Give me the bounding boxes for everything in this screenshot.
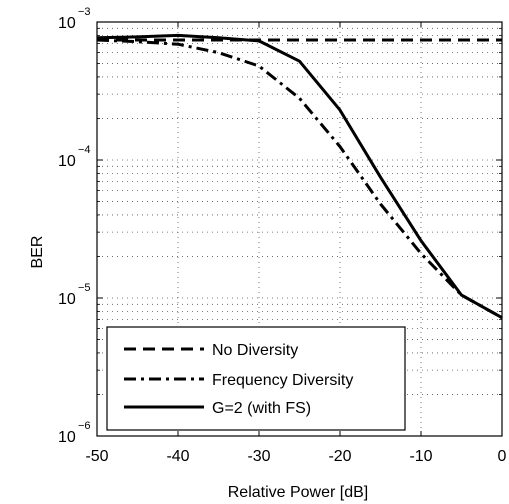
y-tick-label: 10−4 <box>58 144 91 170</box>
plot-frame <box>96 21 503 437</box>
series-lines <box>96 33 503 320</box>
y-tick-label-exponent: −6 <box>78 420 91 432</box>
x-tick-label: 0 <box>498 448 507 465</box>
x-tick-label: -40 <box>166 448 189 465</box>
series-line-frequency-diversity <box>96 38 503 320</box>
x-tick-labels: -50 -40 -30 -20 -10 0 <box>85 448 506 465</box>
y-tick-label-base: 10 <box>58 15 76 32</box>
legend-label-frequency-diversity: Frequency Diversity <box>212 372 353 389</box>
axis-ticks <box>96 21 503 437</box>
y-tick-label-base: 10 <box>58 291 76 308</box>
legend-label-no-diversity: No Diversity <box>212 342 298 359</box>
y-tick-label: 10−3 <box>58 6 91 32</box>
series-line-g-2-with-fs <box>96 33 503 320</box>
y-tick-label-exponent: −3 <box>78 6 91 18</box>
y-tick-label-exponent: −4 <box>78 144 91 156</box>
y-tick-labels: 10−610−510−410−3 <box>58 6 91 446</box>
x-axis-label: Relative Power [dB] <box>228 484 369 501</box>
x-tick-label: -10 <box>409 448 432 465</box>
x-tick-label: -20 <box>328 448 351 465</box>
x-tick-label: -50 <box>85 448 108 465</box>
y-tick-label: 10−6 <box>58 420 91 446</box>
y-tick-label-base: 10 <box>58 153 76 170</box>
x-tick-label: -30 <box>247 448 270 465</box>
legend-label-g2: G=2 (with FS) <box>212 400 311 417</box>
y-tick-label-base: 10 <box>58 429 76 446</box>
y-tick-label-exponent: −5 <box>78 282 91 294</box>
legend: No Diversity Frequency Diversity G=2 (wi… <box>106 326 406 431</box>
y-axis-label: BER <box>29 236 46 269</box>
y-tick-label: 10−5 <box>58 282 91 308</box>
